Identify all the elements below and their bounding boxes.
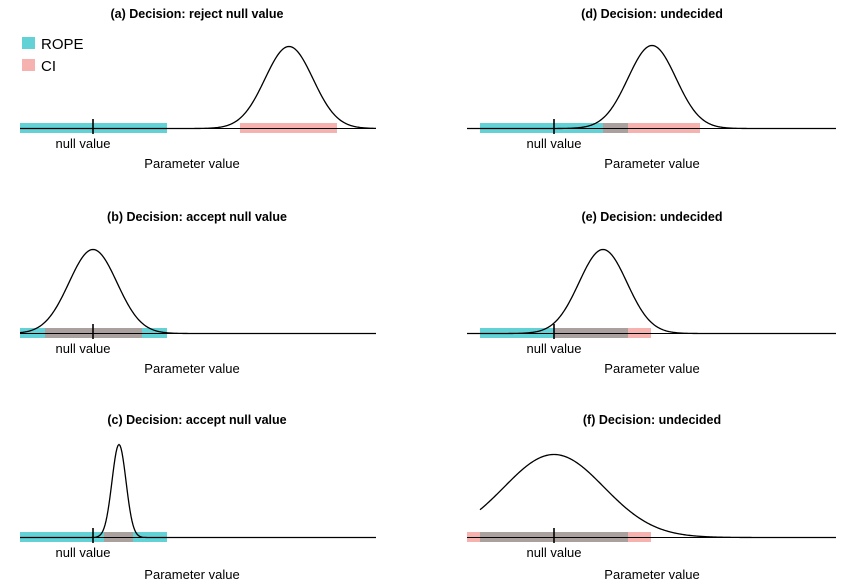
posterior-curve	[467, 44, 836, 130]
axis-label: Parameter value	[144, 361, 239, 376]
posterior-curve	[479, 453, 836, 539]
null-value-label: null value	[56, 136, 111, 151]
legend-rope-swatch	[22, 37, 35, 49]
posterior-curve	[20, 443, 376, 539]
legend-ci-swatch	[22, 59, 35, 71]
null-value-label: null value	[56, 545, 111, 560]
panel-title: (a) Decision: reject null value	[111, 7, 284, 21]
panel-title: (f) Decision: undecided	[583, 413, 721, 427]
axis-label: Parameter value	[604, 567, 699, 582]
null-value-label: null value	[527, 545, 582, 560]
panel-b: (b) Decision: accept null value null val…	[19, 210, 376, 376]
null-value-label: null value	[56, 341, 111, 356]
null-value-label: null value	[527, 136, 582, 151]
panel-title: (e) Decision: undecided	[582, 210, 723, 224]
panel-e: (e) Decision: undecided null value Param…	[467, 210, 836, 376]
legend-rope-label: ROPE	[41, 36, 84, 53]
posterior-curve	[20, 45, 377, 130]
posterior-curve	[467, 248, 836, 335]
legend-ci-label: CI	[41, 58, 56, 75]
panel-c: (c) Decision: accept null value null val…	[20, 413, 376, 582]
posterior-curve	[19, 248, 376, 335]
legend: ROPE CI	[22, 36, 84, 75]
axis-label: Parameter value	[144, 567, 239, 582]
axis-label: Parameter value	[604, 361, 699, 376]
null-value-label: null value	[527, 341, 582, 356]
panel-title: (b) Decision: accept null value	[107, 210, 287, 224]
panel-a: (a) Decision: reject null value null val…	[20, 7, 377, 171]
axis-label: Parameter value	[604, 156, 699, 171]
panel-title: (d) Decision: undecided	[581, 7, 723, 21]
panel-d: (d) Decision: undecided null value Param…	[467, 7, 836, 171]
axis-label: Parameter value	[144, 156, 239, 171]
panel-f: (f) Decision: undecided null value Param…	[467, 413, 836, 582]
panel-title: (c) Decision: accept null value	[107, 413, 286, 427]
